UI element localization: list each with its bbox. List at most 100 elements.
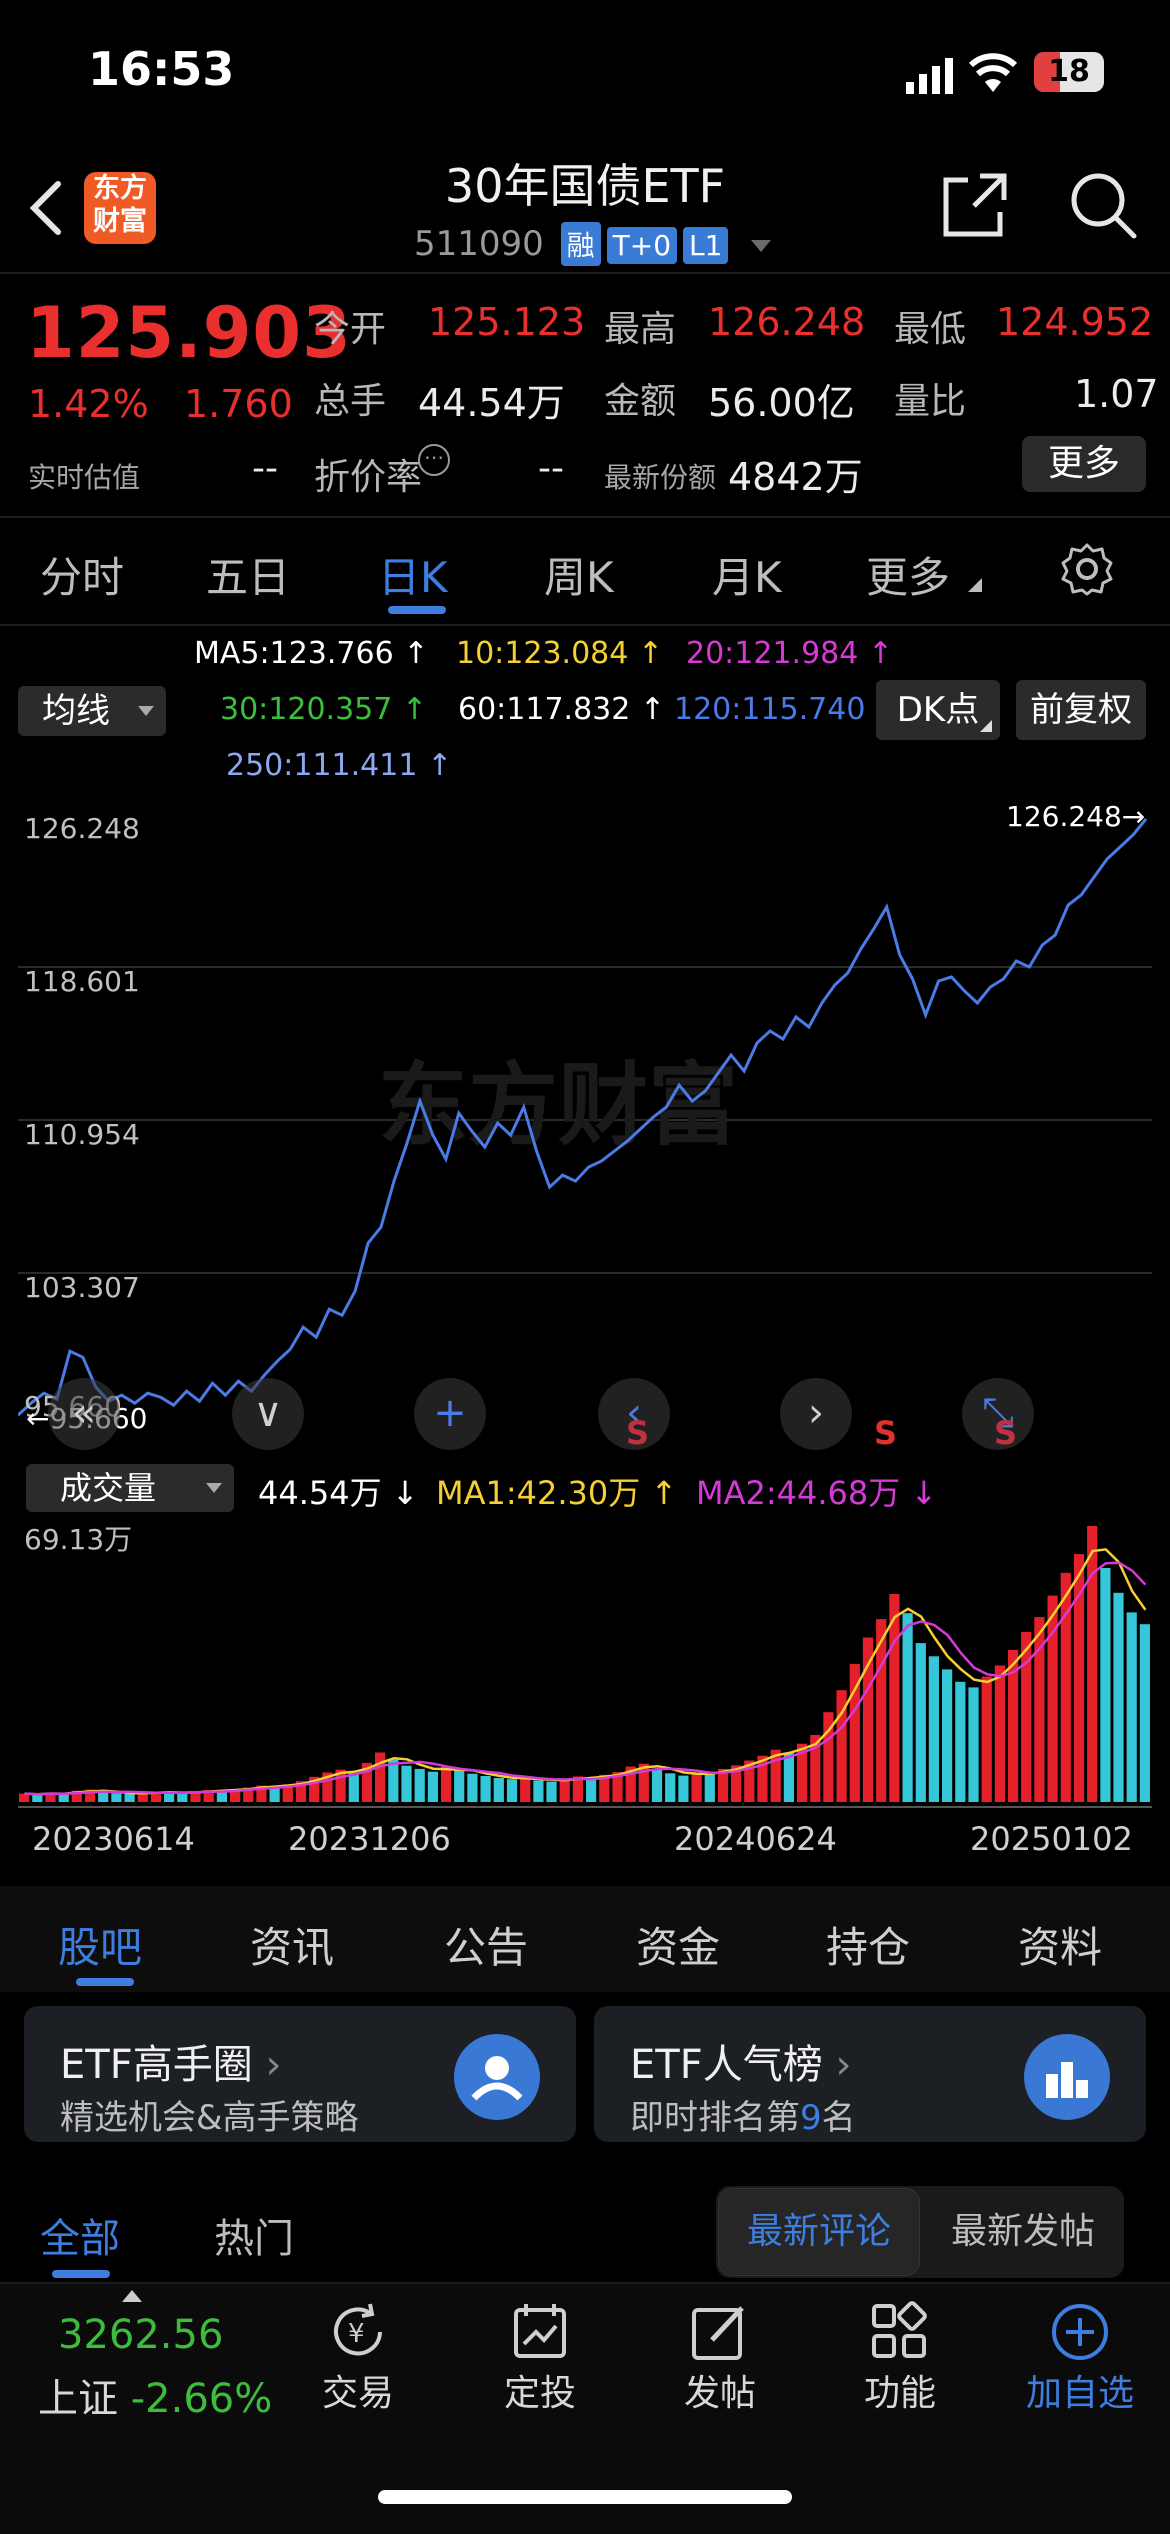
scroll-left-icon[interactable]: ‹ xyxy=(598,1378,670,1450)
volume-bar xyxy=(282,1784,293,1802)
volume-bar xyxy=(612,1772,623,1802)
status-time: 16:53 xyxy=(88,42,235,96)
volume-bar xyxy=(295,1781,307,1802)
home-indicator xyxy=(378,2490,792,2504)
volume-current: 44.54万 ↓ xyxy=(258,1474,419,1512)
share-icon[interactable] xyxy=(940,170,1010,244)
grid-icon[interactable] xyxy=(820,2300,980,2376)
section-tab-announcements[interactable]: 公告 xyxy=(444,1923,529,1972)
section-tab-forum[interactable]: 股吧 xyxy=(58,1923,143,1972)
rewind-icon[interactable]: « xyxy=(48,1378,120,1450)
card-etf-experts[interactable]: ETF高手圈 › 精选机会&高手策略 xyxy=(24,2006,576,2142)
x-tick-1: 20230614 xyxy=(32,1820,195,1858)
y-tick-label: 118.601 xyxy=(24,965,140,998)
kline-chart[interactable]: 东方财富 xyxy=(16,796,1152,1456)
volume-bar xyxy=(203,1790,214,1802)
volume-bar xyxy=(889,1594,900,1802)
ma250-value: 250:111.411 ↑ xyxy=(226,748,453,783)
volume-bar xyxy=(625,1766,636,1802)
card-etf-ranking[interactable]: ETF人气榜 › 即时排名第9名 xyxy=(594,2006,1146,2142)
latest-post-button[interactable]: 最新发帖 xyxy=(950,2211,1095,2252)
nav-add-watchlist[interactable]: 加自选 xyxy=(1025,2373,1134,2414)
volume-bar xyxy=(375,1752,386,1802)
calendar-chart-icon[interactable] xyxy=(460,2300,620,2376)
search-icon[interactable] xyxy=(1068,170,1138,244)
latest-comment-button[interactable]: 最新评论 xyxy=(718,2188,920,2276)
tab-weekly-k[interactable]: 周K xyxy=(544,553,614,602)
section-tab-profile[interactable]: 资料 xyxy=(1018,1923,1103,1972)
volume-chart[interactable] xyxy=(18,1516,1152,1804)
nav-trade[interactable]: 交易 xyxy=(321,2373,394,2414)
volume-bar xyxy=(599,1774,610,1802)
volume-bar xyxy=(744,1760,755,1802)
volume-ma2: MA2:44.68万 ↓ xyxy=(696,1474,938,1512)
tab-five-day[interactable]: 五日 xyxy=(206,553,291,602)
volume-bar xyxy=(361,1762,372,1802)
expand-icon[interactable]: ⤡ xyxy=(962,1378,1034,1450)
volume-bar xyxy=(572,1776,583,1802)
volume-bar xyxy=(586,1778,597,1802)
volume-bar xyxy=(269,1786,280,1802)
dropdown-icon xyxy=(206,1483,222,1493)
volume-bar xyxy=(691,1772,702,1802)
amount-label: 金额 xyxy=(604,381,677,422)
high-marker: 126.248→ xyxy=(1006,800,1146,833)
volume-bar xyxy=(678,1775,689,1802)
feed-tab-all[interactable]: 全部 xyxy=(40,2216,120,2262)
collapse-icon[interactable]: ∨ xyxy=(232,1378,304,1450)
nav-functions[interactable]: 功能 xyxy=(863,2373,936,2414)
volume-bar xyxy=(493,1778,504,1802)
card-subtitle: 精选机会&高手策略 xyxy=(60,2098,359,2138)
low-value: 124.952 xyxy=(996,300,1154,344)
back-icon[interactable] xyxy=(26,178,66,242)
yen-refresh-icon[interactable]: ¥ xyxy=(278,2300,438,2376)
section-tab-funds[interactable]: 资金 xyxy=(636,1923,721,1972)
add-circle-icon[interactable] xyxy=(1000,2300,1160,2376)
ranking-icon xyxy=(1024,2034,1110,2120)
shares-label: 最新份额 xyxy=(604,461,717,494)
volume-bar xyxy=(1008,1649,1019,1802)
ma-selector[interactable]: 均线 xyxy=(18,686,166,736)
volume-bar xyxy=(994,1665,1005,1802)
nav-invest-plan[interactable]: 定投 xyxy=(503,2373,576,2414)
zoom-in-icon[interactable]: + xyxy=(414,1378,486,1450)
signal-s-3: S xyxy=(994,1414,1018,1452)
scroll-right-icon[interactable]: › xyxy=(780,1378,852,1450)
volume-ma2-line xyxy=(24,1561,1147,1796)
index-widget[interactable]: 上证 -2.66% xyxy=(38,2366,272,2424)
volume-bar xyxy=(638,1763,649,1802)
security-code-row[interactable]: 511090 融 T+0 L1 xyxy=(414,222,772,266)
volume-bar xyxy=(256,1785,267,1802)
volume-bar xyxy=(704,1773,715,1802)
tab-daily-k[interactable]: 日K xyxy=(378,553,448,602)
dk-point-button[interactable]: DK点 xyxy=(876,680,1000,740)
adjust-button[interactable]: 前复权 xyxy=(1016,680,1146,740)
volume-bar xyxy=(335,1769,346,1802)
volume-bar xyxy=(84,1789,96,1802)
tab-more[interactable]: 更多 xyxy=(866,553,951,602)
info-icon[interactable]: ⋯ xyxy=(418,444,450,476)
tab-monthly-k[interactable]: 月K xyxy=(712,553,782,602)
volume-y-tick: 69.13万 xyxy=(24,1523,133,1556)
change-value: 1.760 xyxy=(184,382,293,426)
feed-tab-hot[interactable]: 热门 xyxy=(214,2216,294,2262)
ratio-label: 量比 xyxy=(894,381,967,422)
edit-icon[interactable] xyxy=(640,2300,800,2376)
volume-bar xyxy=(137,1792,148,1802)
x-tick-3: 20240624 xyxy=(674,1820,837,1858)
nav-post[interactable]: 发帖 xyxy=(683,2373,756,2414)
ma30-value: 30:120.357 ↑ xyxy=(220,692,428,727)
tag-t0: T+0 xyxy=(606,227,678,264)
more-button[interactable]: 更多 xyxy=(1022,436,1146,492)
up-arrow-icon xyxy=(122,2290,142,2302)
volume-bar xyxy=(1047,1595,1058,1802)
current-price: 125.903 xyxy=(26,292,352,374)
index-value[interactable]: 3262.56 xyxy=(58,2312,224,2358)
volume-selector[interactable]: 成交量 xyxy=(26,1464,234,1512)
volume-bar xyxy=(454,1770,465,1802)
section-tab-holdings[interactable]: 持仓 xyxy=(826,1923,911,1972)
tab-intraday[interactable]: 分时 xyxy=(40,553,125,602)
section-tab-news[interactable]: 资讯 xyxy=(250,1923,335,1972)
volume-bar xyxy=(849,1663,860,1802)
settings-icon[interactable] xyxy=(1060,542,1114,600)
